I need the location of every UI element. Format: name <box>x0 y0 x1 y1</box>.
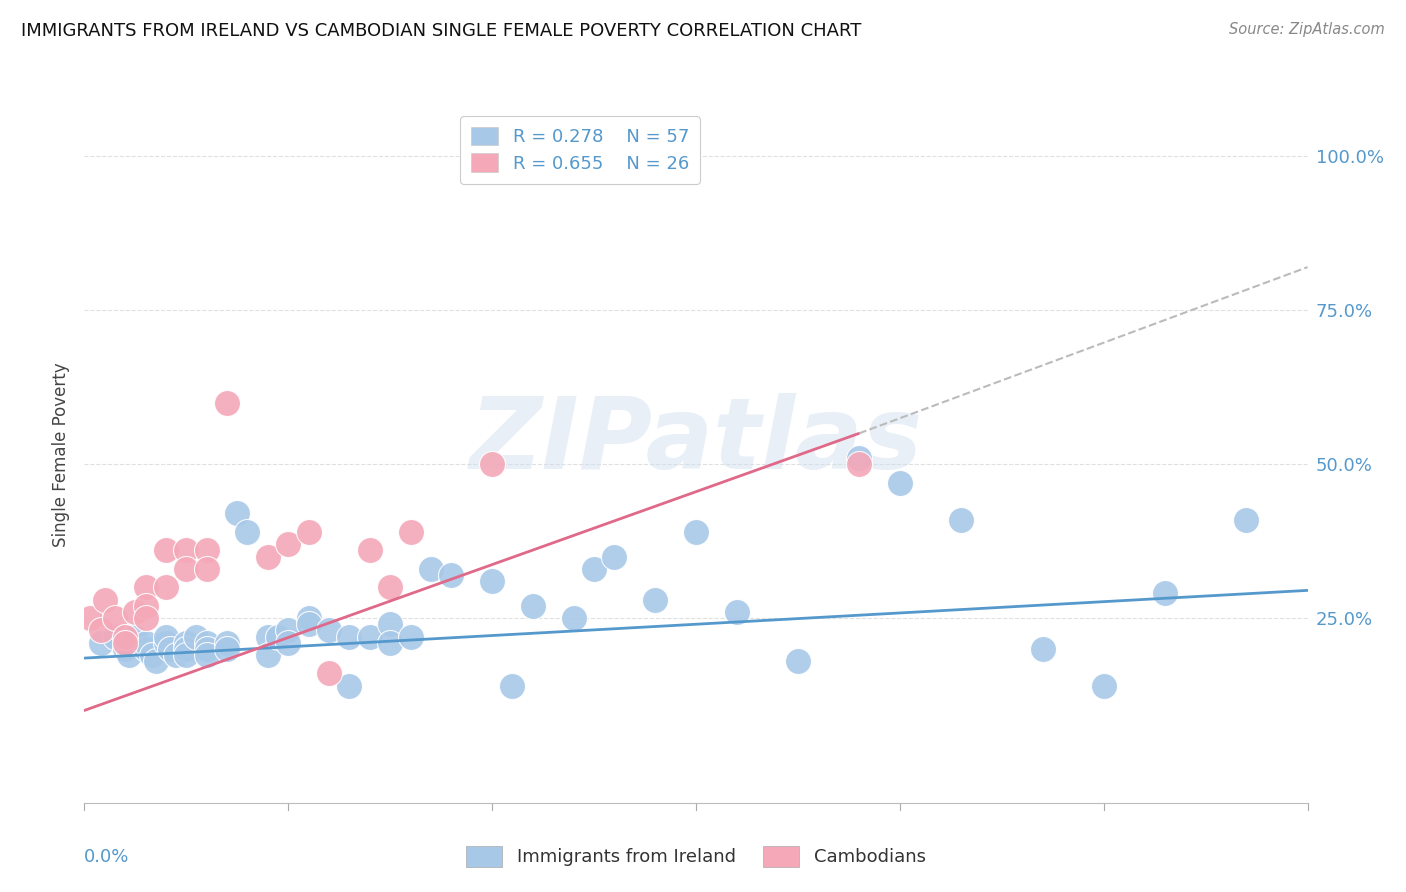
Point <box>725 605 748 619</box>
Point <box>298 617 321 632</box>
Point <box>685 524 707 539</box>
Point <box>889 475 911 490</box>
Text: IMMIGRANTS FROM IRELAND VS CAMBODIAN SINGLE FEMALE POVERTY CORRELATION CHART: IMMIGRANTS FROM IRELAND VS CAMBODIAN SIN… <box>21 22 862 40</box>
Point <box>644 592 666 607</box>
Point <box>124 605 146 619</box>
Point <box>1236 512 1258 526</box>
Point <box>79 611 101 625</box>
Point <box>90 636 112 650</box>
Point <box>359 630 381 644</box>
Text: 0.0%: 0.0% <box>84 848 129 866</box>
Point <box>124 630 146 644</box>
Point <box>195 543 218 558</box>
Point <box>195 648 218 662</box>
Point <box>257 648 280 662</box>
Point <box>155 543 177 558</box>
Point <box>399 630 422 644</box>
Point <box>950 512 973 526</box>
Point <box>603 149 626 163</box>
Point <box>114 630 136 644</box>
Point <box>104 630 127 644</box>
Point <box>145 654 167 668</box>
Point <box>380 617 402 632</box>
Point <box>114 636 136 650</box>
Point <box>174 562 197 576</box>
Point <box>562 611 585 625</box>
Point <box>440 568 463 582</box>
Point <box>217 641 239 656</box>
Point <box>298 524 321 539</box>
Point <box>502 679 524 693</box>
Point <box>90 624 112 638</box>
Point <box>1032 641 1054 656</box>
Point <box>174 641 197 656</box>
Point <box>420 562 443 576</box>
Point <box>195 641 218 656</box>
Point <box>318 666 340 681</box>
Point <box>848 457 870 471</box>
Text: Source: ZipAtlas.com: Source: ZipAtlas.com <box>1229 22 1385 37</box>
Point <box>1092 679 1115 693</box>
Point <box>165 648 187 662</box>
Point <box>257 630 280 644</box>
Point <box>217 395 239 409</box>
Point <box>399 524 422 539</box>
Point <box>318 624 340 638</box>
Y-axis label: Single Female Poverty: Single Female Poverty <box>52 363 70 547</box>
Point <box>135 636 157 650</box>
Point <box>380 580 402 594</box>
Point <box>481 457 503 471</box>
Point <box>583 562 606 576</box>
Point <box>93 592 115 607</box>
Point <box>118 648 141 662</box>
Point <box>339 679 361 693</box>
Point <box>155 580 177 594</box>
Point <box>226 507 249 521</box>
Point <box>195 562 218 576</box>
Legend: Immigrants from Ireland, Cambodians: Immigrants from Ireland, Cambodians <box>460 838 932 874</box>
Point <box>257 549 280 564</box>
Point <box>298 611 321 625</box>
Point <box>267 630 290 644</box>
Point <box>135 599 157 613</box>
Point <box>277 537 299 551</box>
Point <box>135 580 157 594</box>
Point <box>277 636 299 650</box>
Point <box>236 524 259 539</box>
Point <box>174 648 197 662</box>
Text: ZIPatlas: ZIPatlas <box>470 392 922 490</box>
Point <box>522 599 544 613</box>
Point <box>481 574 503 589</box>
Point <box>141 648 163 662</box>
Point <box>135 611 157 625</box>
Point <box>359 543 381 558</box>
Point <box>848 450 870 465</box>
Point <box>195 636 218 650</box>
Point <box>380 636 402 650</box>
Point <box>174 543 197 558</box>
Point <box>217 636 239 650</box>
Point <box>1154 586 1177 600</box>
Point <box>787 654 810 668</box>
Point <box>135 641 157 656</box>
Point <box>186 630 208 644</box>
Point <box>114 641 136 656</box>
Point <box>155 630 177 644</box>
Point <box>339 630 361 644</box>
Point <box>277 624 299 638</box>
Point <box>155 636 177 650</box>
Point <box>174 636 197 650</box>
Point <box>159 641 181 656</box>
Point <box>104 611 127 625</box>
Point <box>603 549 626 564</box>
